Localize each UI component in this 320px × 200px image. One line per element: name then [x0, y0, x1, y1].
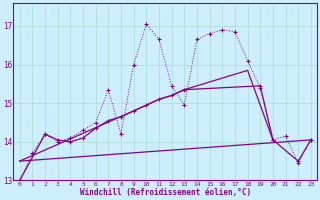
X-axis label: Windchill (Refroidissement éolien,°C): Windchill (Refroidissement éolien,°C) [80, 188, 251, 197]
